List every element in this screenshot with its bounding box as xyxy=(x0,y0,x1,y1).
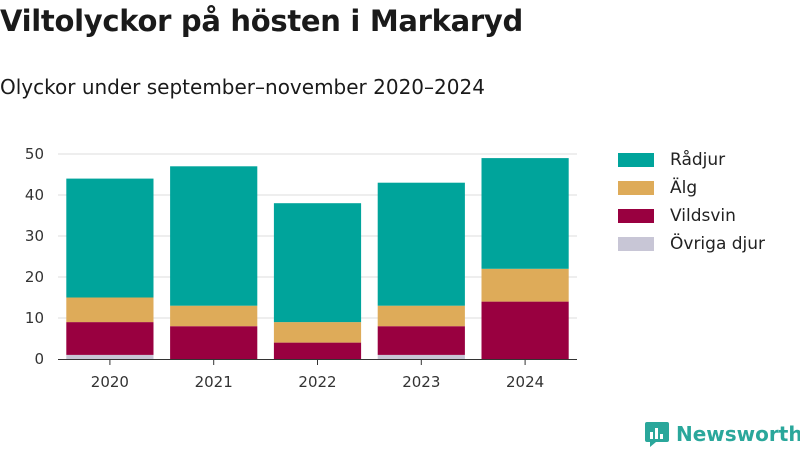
legend-swatch xyxy=(618,181,654,195)
bar-segment xyxy=(377,326,465,355)
legend-label: Älg xyxy=(670,178,698,198)
bar-segment xyxy=(273,342,362,359)
bar-segment xyxy=(66,178,154,298)
legend-swatch xyxy=(618,237,654,251)
bar-segment xyxy=(170,305,258,327)
chart-legend: Rådjur Älg Vildsvin Övriga djur xyxy=(618,146,765,258)
legend-item: Övriga djur xyxy=(618,230,765,258)
chart-title: Viltolyckor på hösten i Markaryd xyxy=(0,4,523,38)
bar-segment xyxy=(481,268,569,302)
bar-segment xyxy=(273,322,362,343)
bar-segment xyxy=(377,354,465,359)
y-tick-label: 20 xyxy=(25,268,44,286)
legend-label: Vildsvin xyxy=(670,206,736,226)
x-tick-label: 2023 xyxy=(402,373,440,391)
legend-item: Rådjur xyxy=(618,146,765,174)
x-tick-label: 2020 xyxy=(91,373,129,391)
bars-layer xyxy=(66,158,569,359)
bar-segment xyxy=(273,203,362,323)
y-tick-label: 10 xyxy=(25,309,44,327)
axis-layer: 0 10 20 30 40 50 2020 2021 2022 2023 2024 xyxy=(25,145,577,391)
legend-swatch xyxy=(618,153,654,167)
legend-item: Älg xyxy=(618,174,765,202)
bar-segment xyxy=(377,305,465,327)
legend-label: Rådjur xyxy=(670,150,726,170)
x-tick-label: 2022 xyxy=(298,373,336,391)
x-tick-label: 2024 xyxy=(506,373,544,391)
y-tick-label: 0 xyxy=(34,350,44,368)
y-tick-label: 50 xyxy=(25,145,44,163)
bar-segment xyxy=(66,322,154,355)
chart-subtitle: Olyckor under september–november 2020–20… xyxy=(0,75,485,99)
stacked-bar-chart: 0 10 20 30 40 50 2020 2021 2022 2023 2024 xyxy=(25,145,577,391)
bar-segment xyxy=(481,158,569,269)
x-tick-label: 2021 xyxy=(195,373,233,391)
bar-segment xyxy=(66,354,154,359)
legend-swatch xyxy=(618,209,654,223)
newsworthy-logo-icon xyxy=(645,422,669,447)
brand: Newsworthy xyxy=(644,420,800,448)
bar-segment xyxy=(170,326,258,359)
bar-segment xyxy=(481,301,569,359)
legend-item: Vildsvin xyxy=(618,202,765,230)
y-tick-label: 40 xyxy=(25,186,44,204)
y-tick-label: 30 xyxy=(25,227,44,245)
legend-label: Övriga djur xyxy=(670,234,766,254)
bar-segment xyxy=(377,182,465,306)
brand-name: Newsworthy xyxy=(676,422,800,446)
bar-segment xyxy=(170,166,258,306)
bar-segment xyxy=(66,297,154,323)
